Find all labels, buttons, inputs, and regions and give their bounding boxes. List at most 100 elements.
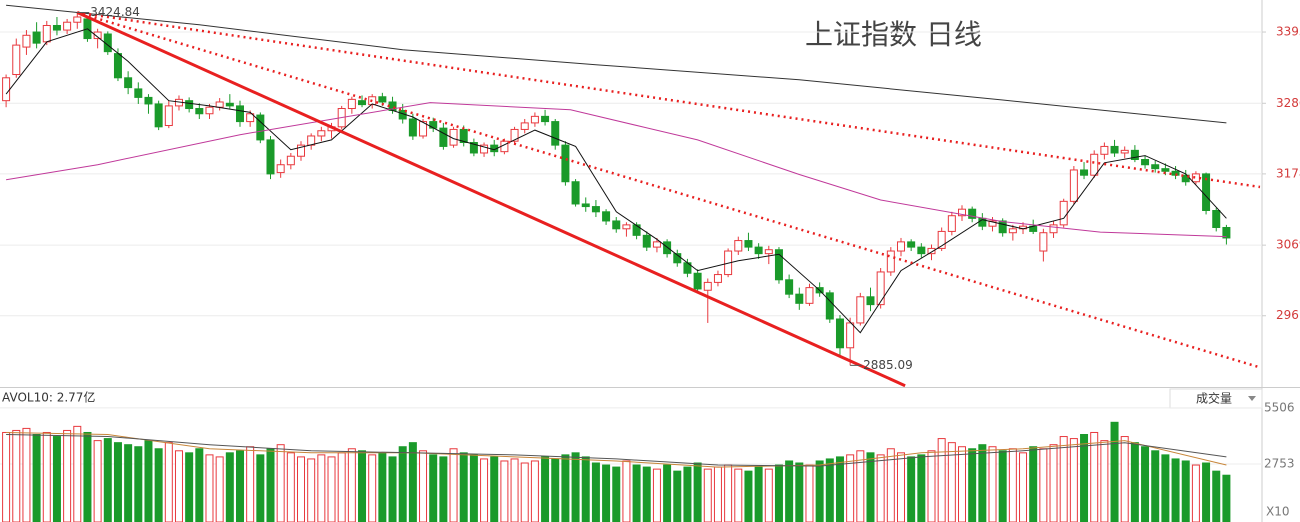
volume-bar [215, 456, 224, 522]
candle-body [846, 322, 855, 349]
volume-bar [205, 454, 214, 522]
indicator-selector[interactable]: 成交量 [1169, 388, 1263, 409]
volume-bar [530, 460, 539, 522]
annotation-label: 3424.84 [90, 5, 140, 19]
selector-arrow[interactable] [1248, 396, 1256, 401]
candle-body [1120, 149, 1129, 154]
candle-body [713, 274, 722, 283]
candle-body [1090, 153, 1099, 176]
volume-bar [164, 442, 173, 522]
candle-body [927, 247, 936, 255]
volume-bar [998, 450, 1007, 522]
volume-bar [134, 446, 143, 522]
volume-bar [958, 446, 967, 522]
y-tick-label: 3069 [1276, 238, 1300, 252]
candle-body [907, 241, 916, 248]
candle-body [764, 249, 773, 255]
candle-body [134, 88, 143, 98]
volume-bar [1019, 452, 1028, 522]
candle-body [225, 102, 234, 107]
candle-body [886, 250, 895, 273]
candle-body [1069, 169, 1078, 202]
y-tick-label: 3178 [1276, 166, 1300, 180]
candle-body [1008, 228, 1017, 234]
trendline [77, 11, 1261, 189]
volume-bar [1090, 431, 1099, 522]
candle-body [835, 318, 844, 349]
volume-bar [815, 460, 824, 522]
candle-body [32, 31, 41, 44]
candle-body [988, 220, 997, 227]
volume-bar [185, 452, 194, 522]
volume-bar [1110, 421, 1119, 522]
volume-bar [144, 440, 153, 522]
volume-bar [1191, 464, 1200, 522]
volume-bar [1059, 436, 1068, 522]
volume-bar [83, 431, 92, 522]
candle-body [968, 208, 977, 219]
candle-body [693, 272, 702, 290]
volume-bar [22, 427, 31, 522]
candle-body [480, 144, 489, 154]
selector-label[interactable]: 成交量 [1196, 391, 1232, 406]
candle-body [1110, 145, 1119, 154]
volume-bar [551, 458, 560, 522]
volume-bar [103, 438, 112, 522]
candle-body [22, 34, 31, 48]
volume-bar [307, 458, 316, 522]
candle-body [195, 108, 204, 115]
candle-body [1212, 209, 1221, 228]
volume-bar [337, 452, 346, 522]
candle-body [937, 230, 946, 249]
candle-body [154, 103, 163, 128]
volume-bar [469, 454, 478, 522]
volume-bar [500, 460, 509, 522]
volume-bar [2, 431, 11, 522]
candle-body [113, 53, 122, 79]
volume-bar [1222, 474, 1231, 522]
candle-body [774, 249, 783, 281]
volume-bar [622, 460, 631, 522]
volume-bar [1039, 448, 1048, 522]
candle-body [429, 121, 438, 129]
volume-bar [846, 454, 855, 522]
volume-bar [774, 464, 783, 522]
candle-body [185, 100, 194, 110]
candle-body [947, 215, 956, 232]
candle-body [805, 287, 814, 304]
volume-bar [968, 448, 977, 522]
volume-tick-label: 5506 [1264, 400, 1295, 414]
volume-bar [744, 470, 753, 522]
candle-body [795, 293, 804, 304]
volume-bar [398, 446, 407, 522]
candle-body [317, 130, 326, 137]
moving-average [5, 28, 1227, 334]
candle-body [612, 220, 621, 230]
volume-bar [988, 446, 997, 522]
candle-body [530, 115, 539, 124]
candle-body [1151, 164, 1160, 170]
volume-bar [32, 434, 41, 522]
volume-bar [805, 464, 814, 522]
volume-bar [449, 448, 458, 522]
y-tick-label: 2961 [1276, 308, 1300, 322]
volume-bar [602, 464, 611, 522]
candle-body [744, 240, 753, 248]
volume-bar [663, 464, 672, 522]
candle-body [256, 114, 265, 141]
candle-body [1100, 145, 1109, 155]
candle-body [541, 115, 550, 123]
candle-body [144, 96, 153, 105]
volume-bar [154, 448, 163, 522]
volume-bar [1008, 448, 1017, 522]
candle-body [622, 224, 631, 230]
volume-bar [1202, 462, 1211, 522]
candle-body [235, 105, 244, 123]
candle-body [1222, 226, 1231, 239]
candle-body [2, 77, 11, 102]
volume-bar [561, 454, 570, 522]
volume-bar [1151, 450, 1160, 522]
volume-bar [93, 440, 102, 522]
candle-body [1059, 200, 1068, 226]
volume-bar [1049, 444, 1058, 522]
